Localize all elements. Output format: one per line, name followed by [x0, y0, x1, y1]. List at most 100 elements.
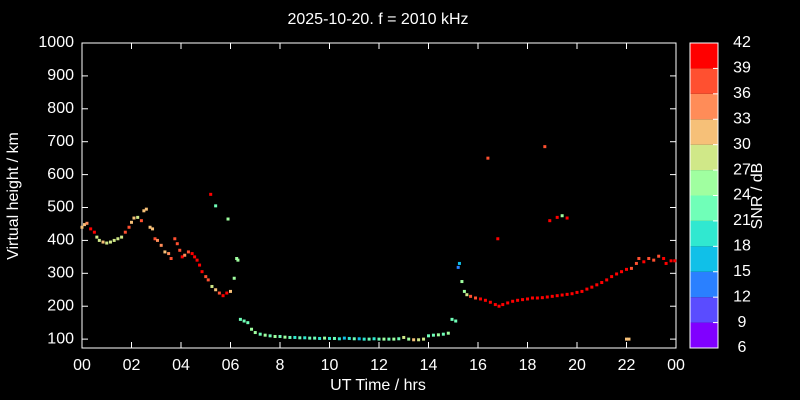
data-point: [357, 337, 361, 341]
data-point: [377, 337, 381, 341]
data-point: [250, 327, 254, 331]
data-point: [474, 296, 478, 300]
x-tick-label: 14: [420, 357, 438, 374]
data-point: [543, 145, 547, 149]
colorbar-tick-label: 9: [738, 314, 747, 331]
data-point: [198, 263, 202, 267]
data-point: [190, 252, 194, 256]
data-point: [570, 292, 574, 296]
data-point: [417, 338, 421, 342]
data-point: [550, 294, 554, 298]
data-point: [235, 257, 239, 261]
data-point: [210, 284, 214, 288]
data-point: [263, 333, 267, 337]
colorbar-tick-label: 33: [733, 110, 751, 127]
data-point: [108, 240, 112, 244]
data-point: [144, 207, 148, 211]
y-tick-label: 600: [47, 166, 74, 183]
data-point: [486, 156, 490, 160]
data-point: [457, 261, 461, 265]
colorbar-band: [690, 170, 718, 196]
colorbar-tick-label: 27: [733, 161, 751, 178]
data-point: [526, 297, 529, 301]
data-point: [116, 237, 120, 241]
data-point: [555, 294, 559, 298]
data-point: [427, 334, 430, 338]
colorbar-tick-label: 15: [733, 263, 751, 280]
data-point: [462, 289, 466, 293]
data-point: [214, 204, 218, 208]
data-point: [511, 299, 515, 303]
data-point: [89, 227, 93, 231]
data-point: [186, 250, 190, 254]
data-point: [488, 300, 492, 304]
colorbar-label: SNR / dB: [749, 163, 766, 230]
y-tick-label: 300: [47, 265, 74, 282]
data-point: [387, 337, 391, 341]
data-point: [342, 336, 346, 340]
data-point: [97, 238, 101, 242]
colorbar-tick-label: 36: [733, 85, 751, 102]
x-tick-label: 12: [370, 357, 388, 374]
data-point: [555, 215, 559, 219]
data-point: [637, 257, 641, 261]
data-point: [422, 337, 426, 341]
data-point: [506, 301, 510, 305]
data-point: [85, 221, 89, 225]
data-point: [225, 291, 229, 295]
x-tick-label: 00: [667, 357, 685, 374]
data-point: [560, 214, 564, 218]
data-point: [127, 225, 131, 229]
data-point: [412, 338, 416, 342]
data-point: [258, 332, 262, 336]
data-point: [540, 296, 544, 300]
colorbar-tick-label: 6: [738, 339, 747, 356]
data-point: [657, 254, 661, 258]
y-axis-label: Virtual height / km: [5, 132, 22, 260]
data-point: [496, 237, 500, 241]
data-point: [565, 216, 569, 220]
x-tick-label: 04: [172, 357, 190, 374]
data-point: [634, 261, 638, 265]
data-point: [352, 337, 356, 341]
data-point: [565, 292, 569, 296]
data-point: [303, 336, 307, 340]
data-point: [545, 295, 549, 299]
colorbar-band: [690, 119, 718, 145]
data-point: [332, 336, 336, 340]
data-point: [629, 266, 633, 270]
data-point: [323, 336, 327, 340]
data-point: [516, 298, 520, 302]
y-tick-label: 200: [47, 297, 74, 314]
data-point: [242, 319, 246, 323]
data-point: [610, 275, 614, 279]
data-point: [318, 336, 322, 340]
data-point: [151, 227, 155, 231]
data-point: [454, 319, 458, 323]
data-point: [253, 331, 257, 335]
data-point: [268, 334, 272, 338]
data-point: [456, 265, 460, 269]
data-point: [575, 290, 579, 294]
colorbar-tick-label: 12: [733, 288, 751, 305]
data-point: [600, 281, 604, 285]
data-point: [178, 248, 182, 252]
data-point: [627, 337, 631, 341]
data-point: [313, 336, 317, 340]
data-point: [501, 303, 505, 307]
x-tick-label: 00: [73, 357, 91, 374]
data-point: [347, 336, 351, 340]
data-point: [372, 337, 376, 341]
y-tick-label: 900: [47, 67, 74, 84]
chart-title: 2025-10-20. f = 2010 kHz: [287, 11, 468, 28]
colorbar-band: [690, 93, 718, 120]
x-tick-label: 20: [568, 357, 586, 374]
data-point: [407, 337, 411, 341]
data-point: [169, 257, 173, 261]
data-point: [283, 335, 287, 339]
data-point: [195, 258, 199, 262]
data-point: [521, 298, 525, 302]
colorbar-band: [690, 43, 718, 69]
data-point: [139, 219, 143, 223]
